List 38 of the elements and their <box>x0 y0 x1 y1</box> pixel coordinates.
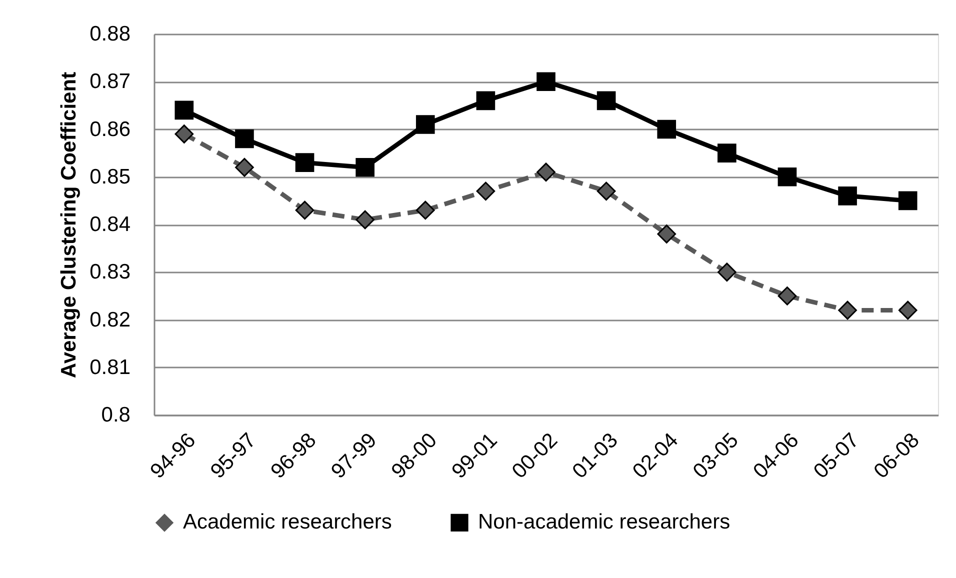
point <box>778 167 797 186</box>
y-tick-label: 0.86 <box>90 118 130 141</box>
y-tick-label: 0.85 <box>90 165 130 188</box>
y-tick-label: 0.84 <box>90 213 131 236</box>
point <box>476 182 496 201</box>
y-tick-label: 0.87 <box>90 70 130 94</box>
point <box>596 182 616 201</box>
point <box>596 91 616 110</box>
point <box>476 91 496 110</box>
point <box>778 286 797 306</box>
y-tick-label: 0.8 <box>101 404 130 426</box>
point <box>536 162 556 182</box>
y-axis-title: Average Clustering Coefficient <box>58 72 81 378</box>
point <box>416 115 435 134</box>
point <box>838 300 857 320</box>
point <box>235 129 254 148</box>
point <box>657 120 676 139</box>
y-tick-label: 0.81 <box>90 356 130 379</box>
point <box>838 186 857 206</box>
point <box>536 72 556 92</box>
point <box>416 200 435 220</box>
point <box>657 224 676 244</box>
legend-label: Non-academic researchers <box>478 510 730 534</box>
point <box>295 200 314 220</box>
point <box>235 158 254 177</box>
point <box>718 144 736 162</box>
y-tick-label: 0.88 <box>90 22 130 46</box>
point <box>174 100 194 120</box>
point <box>356 158 374 177</box>
point <box>898 191 918 210</box>
point <box>356 210 374 230</box>
point <box>718 262 736 282</box>
point <box>898 300 918 320</box>
legend-label: Academic researchers <box>183 510 392 534</box>
y-tick-label: 0.82 <box>90 308 130 332</box>
y-tick-label: 0.83 <box>90 260 130 284</box>
point <box>174 124 194 144</box>
point <box>295 153 314 172</box>
